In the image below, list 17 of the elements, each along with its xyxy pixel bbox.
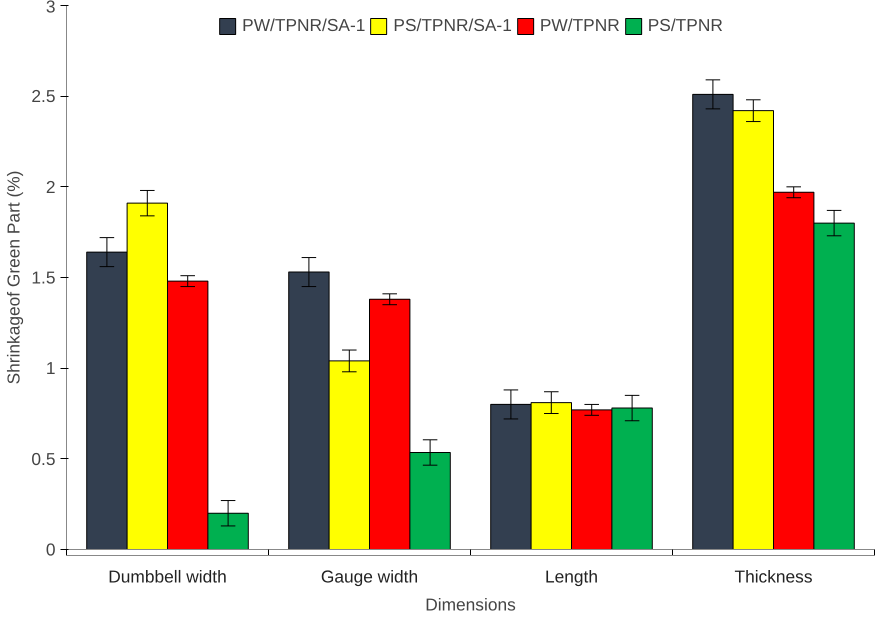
x-axis-title: Dimensions: [425, 594, 516, 614]
y-axis-title: Shrinkageof Green Part (%): [3, 170, 24, 384]
x-tick-label: Dumbbell width: [108, 566, 227, 586]
x-tick-label: Length: [545, 566, 598, 586]
y-tick-label: 3: [46, 0, 56, 16]
y-tick-label: 2: [46, 176, 56, 197]
y-tick-label: 0: [46, 540, 56, 560]
y-tick-label: 1: [46, 358, 56, 378]
y-tick-label: 2.5: [31, 86, 56, 106]
y-tick-label: 1.5: [31, 268, 56, 288]
legend-label: PW/TPNR: [540, 15, 620, 36]
legend-label: PS/TPNR: [648, 15, 723, 36]
legend-label: PW/TPNR/SA-1: [242, 15, 366, 36]
legend-label: PS/TPNR/SA-1: [393, 15, 512, 36]
x-tick-label: Thickness: [734, 566, 813, 586]
y-tick-label: 0.5: [31, 448, 56, 469]
x-tick-label: Gauge width: [320, 566, 418, 586]
